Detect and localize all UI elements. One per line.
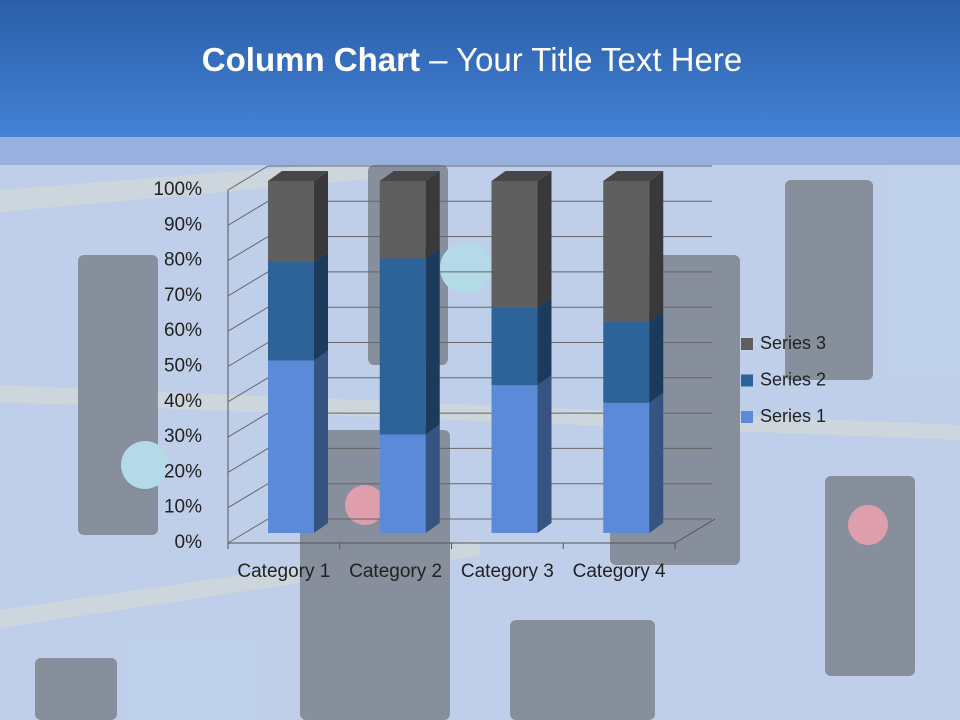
grid-line [227, 165, 712, 191]
bar-segment [268, 261, 314, 361]
bar-side [425, 424, 440, 533]
bar-side [649, 392, 664, 533]
bar-side [425, 171, 440, 259]
bar-segment [268, 360, 314, 533]
title-rest: – Your Title Text Here [429, 41, 742, 78]
x-tick-label: Category 4 [572, 561, 666, 582]
bar-segment [379, 181, 426, 259]
x-tick-label: Category 3 [460, 561, 554, 582]
header-strip [0, 137, 960, 165]
y-tick-label: 80% [164, 250, 202, 271]
header-band [0, 0, 960, 137]
slide-title: Column Chart – Your Title Text Here [202, 41, 742, 78]
bar-top [268, 171, 328, 181]
bar-segment [268, 181, 314, 262]
legend-swatch [741, 338, 753, 350]
x-tick-label: Category 2 [349, 561, 443, 582]
bar-side [537, 297, 552, 386]
bar-side [649, 311, 664, 403]
legend-label: Series 1 [760, 406, 826, 426]
bar-segment [491, 181, 538, 308]
bar-side [314, 251, 328, 361]
legend-swatch [741, 411, 753, 423]
y-tick-label: 50% [164, 356, 202, 377]
bar-side [425, 248, 440, 435]
y-tick-label: 20% [164, 461, 202, 482]
bar-segment [603, 321, 650, 403]
y-tick-label: 10% [164, 497, 202, 518]
bar-segment [603, 181, 650, 322]
bar-side [537, 375, 552, 533]
bar-segment [491, 307, 538, 386]
bar-side [537, 171, 552, 308]
bar-segment [379, 434, 426, 533]
y-tick-label: 60% [164, 320, 202, 341]
y-tick-label: 0% [175, 532, 203, 553]
bar-segment [379, 258, 426, 435]
background-photo [0, 160, 960, 720]
title-bold: Column Chart [202, 41, 420, 78]
bar-segment [491, 385, 538, 533]
y-tick-label: 90% [164, 214, 202, 235]
legend-label: Series 2 [760, 369, 826, 389]
y-tick-label: 70% [164, 285, 202, 306]
legend-label: Series 3 [760, 333, 826, 353]
bar-side [314, 350, 328, 533]
legend-swatch [741, 374, 753, 387]
y-tick-label: 100% [153, 179, 202, 200]
y-tick-label: 40% [164, 391, 202, 412]
bar-top [603, 171, 664, 181]
bar-segment [603, 402, 650, 533]
bar-side [314, 171, 328, 262]
y-tick-label: 30% [164, 426, 202, 447]
bar-side [649, 171, 664, 322]
bar-top [491, 171, 552, 181]
x-tick-label: Category 1 [237, 561, 331, 582]
bar-top [379, 171, 440, 181]
